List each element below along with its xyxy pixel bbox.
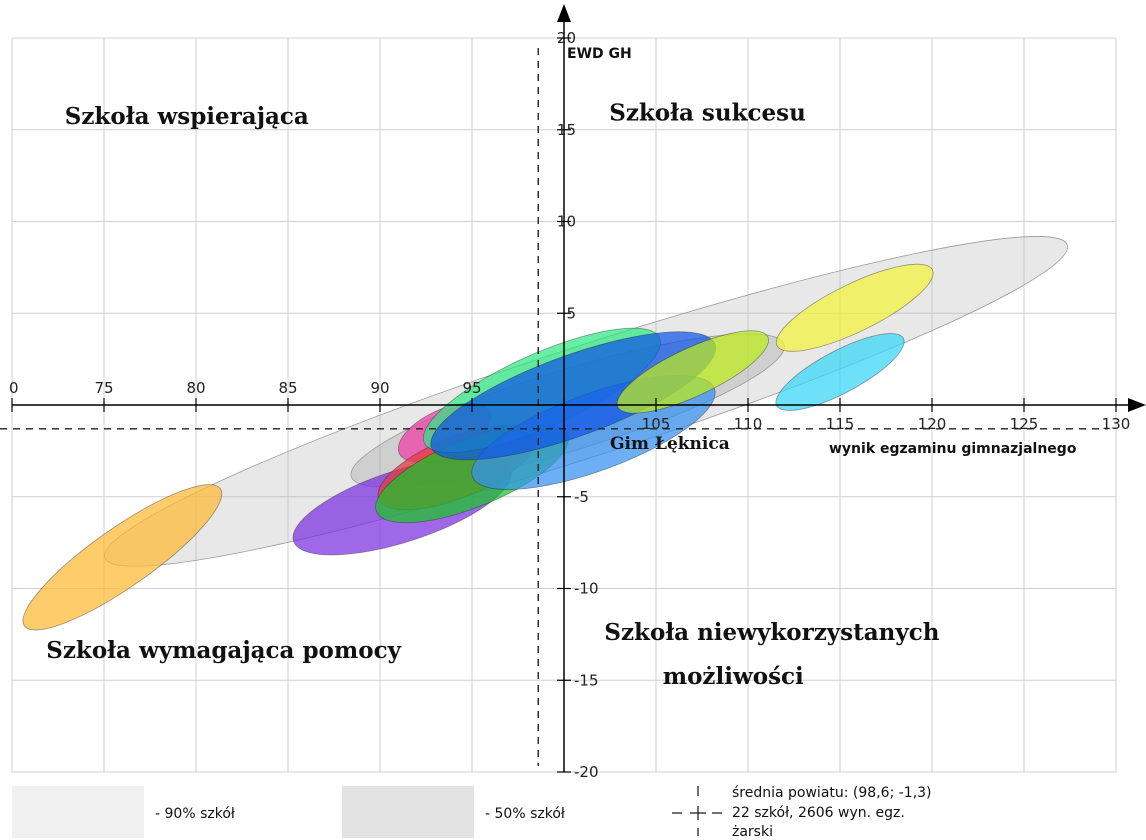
x-tick-label: 105 [642,415,671,433]
legend-mean-line-3: żarski [732,824,773,840]
quadrant-label: Szkoła sukcesu [609,100,806,127]
y-tick-label: -5 [574,488,589,506]
y-tick-label: 5 [566,304,576,322]
quadrant-label: Szkoła wymagająca pomocy [46,637,401,664]
school-ellipse [616,330,769,414]
quadrant-label: Szkoła wspierająca [65,103,309,130]
x-tick-label: 95 [462,379,481,397]
x-tick-label: 130 [1102,415,1131,433]
legend-label-90: - 90% szkół [155,806,235,822]
quadrant-label: możliwości [663,663,804,690]
y-axis-title: EWD GH [567,46,632,62]
axes [11,4,1146,773]
y-tick-label: 20 [557,29,576,47]
quadrant-labels: Szkoła wspierająca Szkoła sukcesu Szkoła w… [46,100,939,690]
annotations: Gim Łęknica [610,434,730,454]
x-tick-label: 75 [94,379,113,397]
reference-lines [0,48,1108,766]
x-tick-label: 120 [918,415,947,433]
x-axis-arrow [1128,398,1146,412]
y-tick-label: -15 [574,671,599,689]
legend: - 90% szkół - 50% szkół średnia powiatu:… [12,785,932,840]
school-label: Gim Łęknica [610,434,730,454]
x-tick-label: 125 [1010,415,1039,433]
legend-mean-line-1: średnia powiatu: (98,6; -1,3) [732,785,932,801]
legend-mean-line-2: 22 szkół, 2606 wyn. egz. [732,805,905,821]
school-ellipse [22,484,223,631]
legend-mean-symbol [672,786,722,836]
x-axis-title: wynik egzaminu gimnazjalnego [829,441,1077,457]
y-tick-label: 10 [557,213,576,231]
x-tick-label: 110 [734,415,763,433]
y-tick-label: -20 [574,763,599,781]
legend-swatch-50 [342,786,474,838]
x-tick-label: 80 [186,379,205,397]
x-tick-label: 85 [278,379,297,397]
x-tick-label: 0 [9,379,19,397]
y-tick-label: -10 [574,580,599,598]
legend-swatch-90 [12,786,144,838]
x-tick-label: 90 [370,379,389,397]
school-ellipse [775,263,934,352]
quadrant-label: Szkoła niewykorzystanych [604,619,939,646]
x-tick-label: 115 [826,415,855,433]
y-axis-arrow [557,4,571,22]
y-tick-label: 15 [557,121,576,139]
school-ellipses [22,263,934,631]
legend-label-50: - 50% szkół [485,806,565,822]
